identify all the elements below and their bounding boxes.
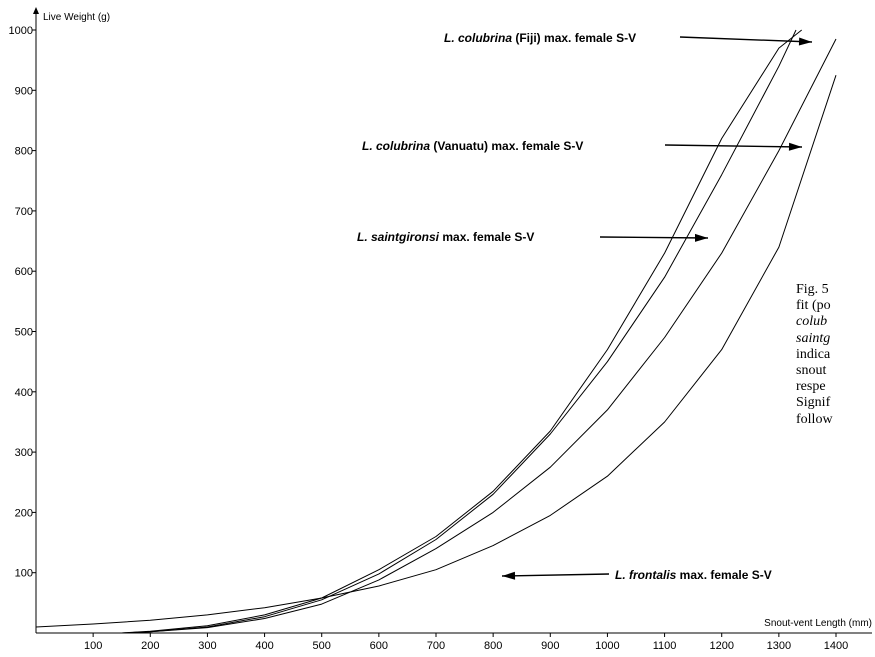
annotation-text: max. female S-V <box>676 568 771 582</box>
caption-fragment: snout <box>796 363 827 379</box>
x-tick-label: 500 <box>313 640 331 652</box>
annotation-label: L. frontalis max. female S-V <box>615 568 772 582</box>
caption-fragment: Fig. 5 <box>796 282 829 297</box>
caption-fragment: colub <box>796 314 828 330</box>
annotation-label: L. saintgironsi max. female S-V <box>357 230 534 244</box>
curve-l-saintgironsi <box>121 38 837 634</box>
species-name: L. frontalis <box>615 568 677 582</box>
caption-line: Signif <box>796 395 875 411</box>
y-tick-label: 800 <box>15 146 33 158</box>
y-tick-label: 400 <box>15 387 33 399</box>
y-tick-label: 100 <box>15 568 33 580</box>
x-axis-title: Snout-vent Length (mm) <box>764 618 872 629</box>
axes: Live Weight (g) Snout-vent Length (mm) <box>33 7 872 634</box>
y-tick-label: 300 <box>15 447 33 459</box>
x-tick-label: 900 <box>541 640 559 652</box>
annotation-arrowhead <box>695 233 708 242</box>
caption-fragment: saintg <box>796 330 831 346</box>
annotations: L. colubrina (Fiji) max. female S-VL. co… <box>357 31 813 582</box>
curve-l-colubrina-fiji <box>121 29 803 634</box>
caption-fragment: indica <box>796 346 831 362</box>
species-name: L. colubrina <box>444 31 512 45</box>
x-tick-label: 1300 <box>767 640 791 652</box>
ticks: 100 200 300 400 500 600 700 800 900 1000 1100 1200 1… <box>9 25 849 652</box>
y-tick-label: 200 <box>15 507 33 519</box>
annotation-label: L. colubrina (Vanuatu) max. female S-V <box>362 139 583 153</box>
caption-line: indica <box>796 347 875 363</box>
x-tick-label: 700 <box>427 640 445 652</box>
annotation-text: max. female S-V <box>541 31 636 45</box>
annotation-arrow-line <box>501 573 610 577</box>
caption-line: snout <box>796 363 875 379</box>
y-axis-arrowhead <box>33 7 39 14</box>
caption-fragment: follow <box>796 411 833 427</box>
x-tick-label: 300 <box>198 640 216 652</box>
caption-line: follow <box>796 412 875 428</box>
caption-line: saintg <box>796 331 875 347</box>
caption-fragment: respe <box>796 379 826 395</box>
annotation-label: L. colubrina (Fiji) max. female S-V <box>444 31 636 45</box>
annotation-text: max. female S-V <box>439 230 534 244</box>
caption-line: colub <box>796 314 875 330</box>
y-tick-label: 600 <box>15 266 33 278</box>
annotation-arrow-line <box>599 236 709 239</box>
locality-qualifier: (Fiji) <box>512 31 541 45</box>
y-tick-label: 1000 <box>9 25 33 37</box>
y-tick-label: 500 <box>15 327 33 339</box>
x-tick-label: 1400 <box>824 640 848 652</box>
x-tick-label: 800 <box>484 640 502 652</box>
caption-line: fit (po <box>796 298 875 314</box>
annotation-arrowhead <box>502 571 516 580</box>
x-tick-label: 600 <box>370 640 388 652</box>
locality-qualifier: (Vanuatu) <box>430 139 488 153</box>
x-tick-label: 100 <box>84 640 102 652</box>
x-tick-label: 1200 <box>709 640 733 652</box>
y-tick-label: 700 <box>15 206 33 218</box>
figure-caption: Fig. 5 fit (po colub saintg indica snout respe… <box>796 282 875 428</box>
x-tick-label: 400 <box>255 640 273 652</box>
species-name: L. colubrina <box>362 139 430 153</box>
curve-l-frontalis <box>35 75 837 628</box>
caption-line: Fig. 5 <box>796 282 875 298</box>
y-tick-label: 900 <box>15 85 33 97</box>
annotation-arrow-line <box>664 144 803 148</box>
y-axis-title: Live Weight (g) <box>43 12 110 23</box>
x-tick-label: 1100 <box>653 640 677 652</box>
curve-l-colubrina-vanuatu <box>121 29 797 634</box>
curves <box>35 29 837 634</box>
x-tick-label: 1000 <box>595 640 619 652</box>
annotation-text: max. female S-V <box>488 139 583 153</box>
annotation-arrowhead <box>798 37 812 46</box>
x-tick-label: 200 <box>141 640 159 652</box>
caption-fragment: fit (po <box>796 298 831 314</box>
caption-fragment: Signif <box>796 395 831 411</box>
caption-line: respe <box>796 379 875 395</box>
annotation-arrowhead <box>788 142 802 151</box>
annotation-arrow-line <box>679 36 813 43</box>
species-name: L. saintgironsi <box>357 230 440 244</box>
